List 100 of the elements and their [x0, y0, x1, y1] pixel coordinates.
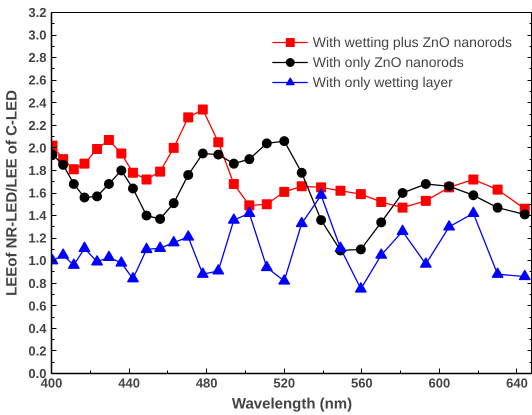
point [155, 166, 166, 177]
legend-label: With only wetting layer [312, 74, 453, 90]
y-axis-title: LEEof NR-LED/LEE of C-LED [3, 90, 20, 296]
y-tick-label: 2.6 [28, 72, 47, 88]
x-tick-label: 560 [350, 376, 373, 390]
point [79, 192, 90, 203]
y-tick-label: 1.2 [28, 230, 47, 246]
point [243, 206, 256, 217]
point [212, 264, 224, 275]
point [104, 134, 114, 145]
point [468, 174, 478, 184]
point [126, 272, 139, 282]
y-tick-label: 0.2 [28, 343, 47, 358]
y-tick-label: 0.4 [28, 320, 48, 336]
y-tick-label: 1.0 [28, 253, 47, 268]
point [168, 236, 180, 246]
point [68, 258, 80, 269]
x-tick-label: 520 [273, 376, 296, 390]
point [213, 150, 224, 160]
point [260, 260, 273, 272]
point [57, 248, 70, 259]
point [128, 183, 138, 194]
legend-label: With only ZnO nanorods [312, 54, 464, 70]
point [244, 154, 254, 164]
y-tick-label: 2.2 [28, 118, 47, 133]
point [376, 197, 386, 208]
y-tick-label: 3.0 [28, 28, 47, 43]
point [213, 137, 224, 148]
point [198, 104, 208, 115]
point [68, 164, 79, 174]
point [91, 254, 104, 266]
point [168, 198, 179, 208]
point [296, 168, 307, 178]
point [183, 112, 194, 122]
point [420, 178, 431, 189]
point [279, 186, 290, 197]
point [68, 178, 79, 189]
point [316, 215, 326, 226]
x-axis-title: Wavelength (nm) [232, 396, 352, 412]
x-tick-label: 640 [506, 376, 528, 390]
point [468, 190, 478, 200]
point [420, 196, 431, 206]
point [398, 188, 408, 198]
x-tick-label: 440 [118, 376, 140, 390]
y-tick-label: 0.6 [28, 298, 47, 314]
point [335, 186, 346, 196]
point [155, 214, 166, 224]
y-tick-label: 3.2 [28, 5, 47, 20]
point [492, 202, 503, 213]
point [520, 209, 530, 220]
point [104, 178, 114, 189]
y-tick-label: 2.8 [28, 50, 47, 66]
point [443, 220, 456, 231]
point [182, 230, 194, 241]
point [279, 136, 290, 146]
point [262, 199, 272, 210]
point [420, 257, 432, 268]
y-tick-label: 1.6 [28, 186, 47, 200]
point [396, 224, 409, 236]
point [154, 241, 166, 252]
point [116, 148, 126, 159]
point [467, 206, 480, 217]
point [356, 244, 366, 254]
point [102, 250, 115, 261]
x-tick-label: 480 [196, 376, 218, 390]
y-tick-label: 2.4 [28, 95, 48, 110]
point [492, 267, 504, 278]
y-tick-label: 0.8 [28, 276, 47, 291]
point [262, 138, 272, 148]
y-tick-label: 1.8 [28, 162, 47, 178]
point [228, 158, 239, 169]
point [296, 181, 307, 192]
point [228, 213, 240, 224]
point [278, 274, 290, 285]
point [168, 142, 179, 153]
point [92, 144, 102, 154]
point [116, 165, 126, 176]
point [128, 168, 138, 178]
point [198, 148, 208, 159]
point [356, 189, 366, 200]
x-tick-label: 600 [428, 376, 450, 390]
point [296, 216, 308, 228]
point [518, 270, 531, 280]
point [79, 158, 90, 169]
point [140, 242, 153, 254]
point [92, 191, 102, 202]
point [142, 210, 152, 221]
point [183, 170, 194, 180]
point [354, 282, 367, 293]
point [398, 202, 408, 213]
point [142, 174, 152, 184]
legend-label: With wetting plus ZnO nanorods [312, 34, 512, 50]
point [115, 256, 128, 267]
y-tick-label: 1.4 [28, 208, 48, 224]
point [58, 160, 68, 170]
y-tick-label: 2.0 [28, 140, 47, 156]
point [376, 217, 386, 228]
point [78, 241, 90, 252]
point [375, 248, 388, 259]
point [315, 188, 328, 199]
